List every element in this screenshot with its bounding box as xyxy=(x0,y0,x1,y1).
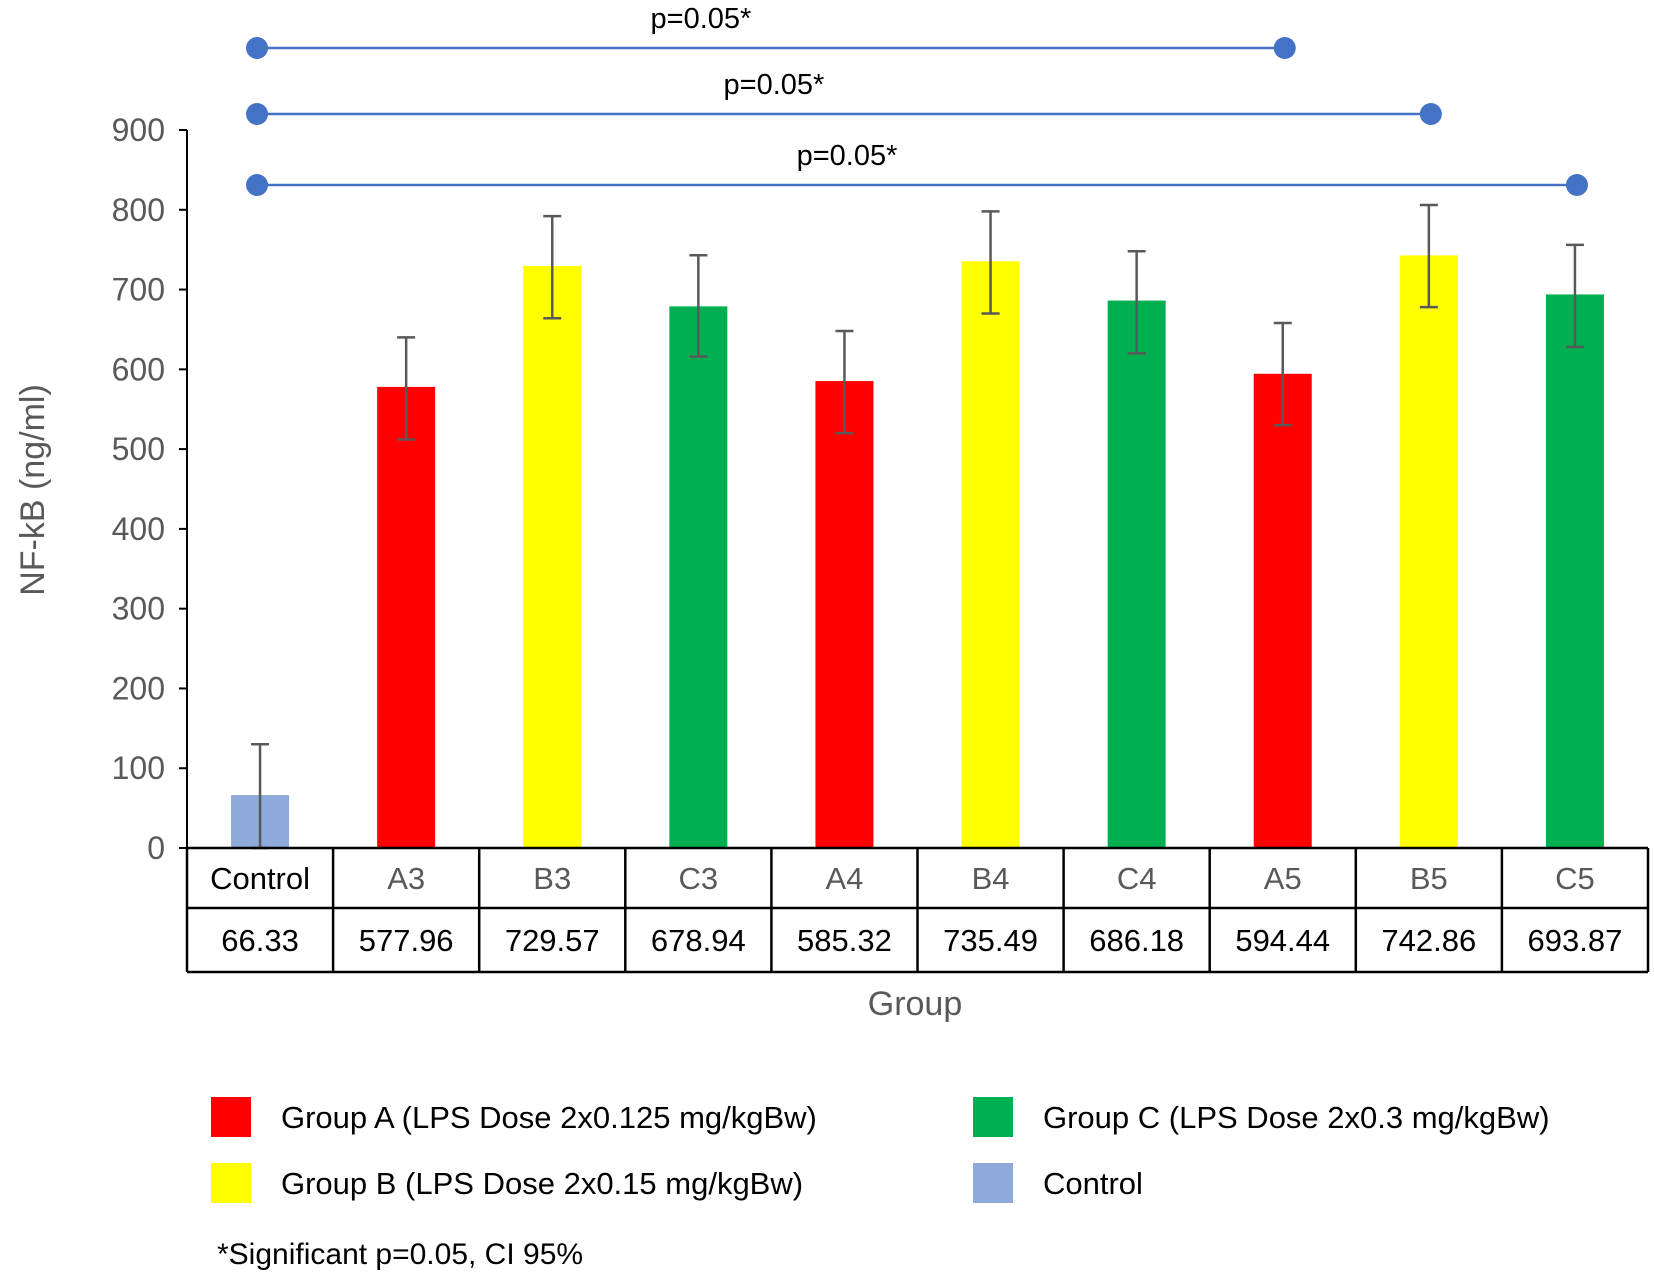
legend-entry-c: Group C (LPS Dose 2x0.3 mg/kgBw) xyxy=(973,1097,1550,1137)
legend-label: Group C (LPS Dose 2x0.3 mg/kgBw) xyxy=(1043,1100,1550,1135)
category-label-a4: A4 xyxy=(825,861,863,896)
category-label-a3: A3 xyxy=(387,861,425,896)
bar-a5 xyxy=(1253,373,1312,848)
error-bar-b4 xyxy=(981,210,1000,315)
error-bar-a3 xyxy=(397,336,416,441)
y-tick-label: 400 xyxy=(112,511,165,547)
error-bars-layer xyxy=(251,203,1584,850)
legend-label: Group B (LPS Dose 2x0.15 mg/kgBw) xyxy=(281,1166,803,1201)
category-label-b5: B5 xyxy=(1410,861,1448,896)
category-label-c3: C3 xyxy=(679,861,719,896)
y-tick-label: 300 xyxy=(112,591,165,627)
category-label-b3: B3 xyxy=(533,861,571,896)
error-bar-b5 xyxy=(1419,203,1438,309)
legend-entry-b: Group B (LPS Dose 2x0.15 mg/kgBw) xyxy=(211,1163,803,1203)
error-bar-c4 xyxy=(1127,250,1146,355)
footnote: *Significant p=0.05, CI 95% xyxy=(217,1238,583,1271)
data-table: Control 66.33 A3 577.96 B3 729.57 C3 678.94 A4 58… xyxy=(185,846,1650,974)
x-axis-label: Group xyxy=(868,985,963,1023)
significance-label: p=0.05* xyxy=(724,69,825,101)
significance-bracket-1: p=0.05* xyxy=(246,3,1296,59)
y-axis-label: NF-kB (ng/ml) xyxy=(14,384,52,596)
error-bar-a5 xyxy=(1273,321,1292,427)
y-tick-label: 900 xyxy=(112,112,165,148)
value-label-a5: 594.44 xyxy=(1235,923,1330,958)
category-label-a5: A5 xyxy=(1264,861,1302,896)
value-label-a3: 577.96 xyxy=(359,923,454,958)
legend: Group A (LPS Dose 2x0.125 mg/kgBw) Group … xyxy=(211,1097,1550,1203)
legend-label: Control xyxy=(1043,1166,1143,1201)
bar-c5 xyxy=(1545,294,1604,848)
category-label-c5: C5 xyxy=(1555,861,1595,896)
value-label-a4: 585.32 xyxy=(797,923,892,958)
value-label-b4: 735.49 xyxy=(943,923,1038,958)
y-tick-label: 100 xyxy=(112,750,165,786)
value-label-c5: 693.87 xyxy=(1528,923,1623,958)
bars-layer xyxy=(231,255,1604,849)
value-label-c3: 678.94 xyxy=(651,923,746,958)
legend-label: Group A (LPS Dose 2x0.125 mg/kgBw) xyxy=(281,1100,817,1135)
bar-c4 xyxy=(1107,300,1166,849)
significance-brackets: p=0.05* p=0.05* p=0.05* xyxy=(246,3,1588,196)
bar-a4 xyxy=(815,381,874,848)
value-label-c4: 686.18 xyxy=(1089,923,1184,958)
y-tick-label: 200 xyxy=(112,670,165,706)
category-label-control: Control xyxy=(210,861,310,896)
y-axis: 0 100 200 300 400 500 600 700 800 900 xyxy=(112,112,188,866)
bar-a3 xyxy=(377,386,436,848)
significance-label: p=0.05* xyxy=(797,140,898,172)
error-bar-c5 xyxy=(1565,243,1584,349)
legend-entry-control: Control xyxy=(973,1163,1143,1203)
y-tick-label: 800 xyxy=(112,192,165,228)
significance-bracket-3: p=0.05* xyxy=(246,140,1588,196)
bar-b5 xyxy=(1399,255,1458,848)
legend-swatch xyxy=(973,1163,1013,1203)
error-bar-b3 xyxy=(543,214,562,320)
legend-swatch xyxy=(211,1097,251,1137)
bar-b4 xyxy=(961,261,1020,848)
error-bar-a4 xyxy=(835,329,854,435)
bar-b3 xyxy=(523,265,582,848)
error-bar-c3 xyxy=(689,254,708,358)
significance-bracket-2: p=0.05* xyxy=(246,69,1442,125)
y-tick-label: 700 xyxy=(112,272,165,308)
category-label-c4: C4 xyxy=(1117,861,1157,896)
significance-label: p=0.05* xyxy=(651,3,752,35)
bar-c3 xyxy=(669,306,728,848)
value-label-b5: 742.86 xyxy=(1381,923,1476,958)
category-label-b4: B4 xyxy=(972,861,1010,896)
legend-swatch xyxy=(973,1097,1013,1137)
y-tick-label: 500 xyxy=(112,431,165,467)
legend-entry-a: Group A (LPS Dose 2x0.125 mg/kgBw) xyxy=(211,1097,817,1137)
value-label-b3: 729.57 xyxy=(505,923,600,958)
y-tick-label: 0 xyxy=(147,830,165,866)
y-tick-label: 600 xyxy=(112,351,165,387)
value-label-control: 66.33 xyxy=(221,923,299,958)
legend-swatch xyxy=(211,1163,251,1203)
